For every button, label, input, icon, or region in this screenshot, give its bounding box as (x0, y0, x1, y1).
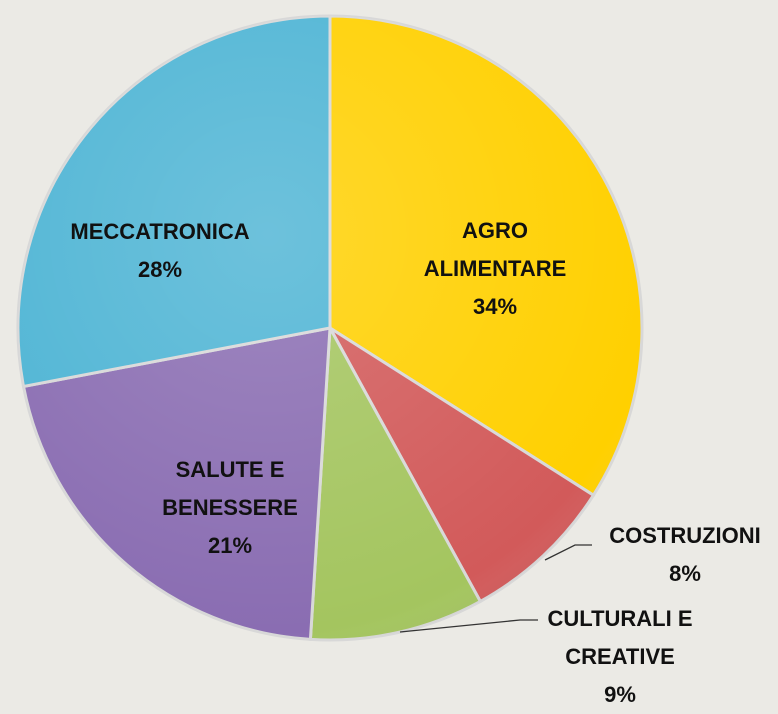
value-label: 21% (207, 533, 253, 558)
leader-line (399, 619, 538, 633)
slice-label: CULTURALI E CREATIVE 9% (525, 600, 715, 714)
slice-label: COSTRUZIONI 8% (585, 517, 778, 593)
pie (16, 14, 644, 642)
pie-slice (16, 14, 332, 389)
category-label: AGRO ALIMENTARE (423, 218, 567, 281)
value-label: 9% (604, 682, 636, 707)
value-label: 34% (472, 294, 518, 319)
category-label: SALUTE E BENESSERE (162, 457, 298, 520)
value-label: 8% (669, 561, 701, 586)
leader-line (544, 544, 592, 561)
category-label: CULTURALI E CREATIVE (547, 606, 693, 669)
value-label: 28% (137, 257, 183, 282)
slice-label: MECCATRONICA 28% (40, 213, 280, 289)
slice-label: SALUTE E BENESSERE 21% (145, 451, 315, 565)
slice-label: AGRO ALIMENTARE 34% (405, 212, 585, 326)
category-label: MECCATRONICA (70, 219, 250, 244)
category-label: COSTRUZIONI (609, 523, 761, 548)
